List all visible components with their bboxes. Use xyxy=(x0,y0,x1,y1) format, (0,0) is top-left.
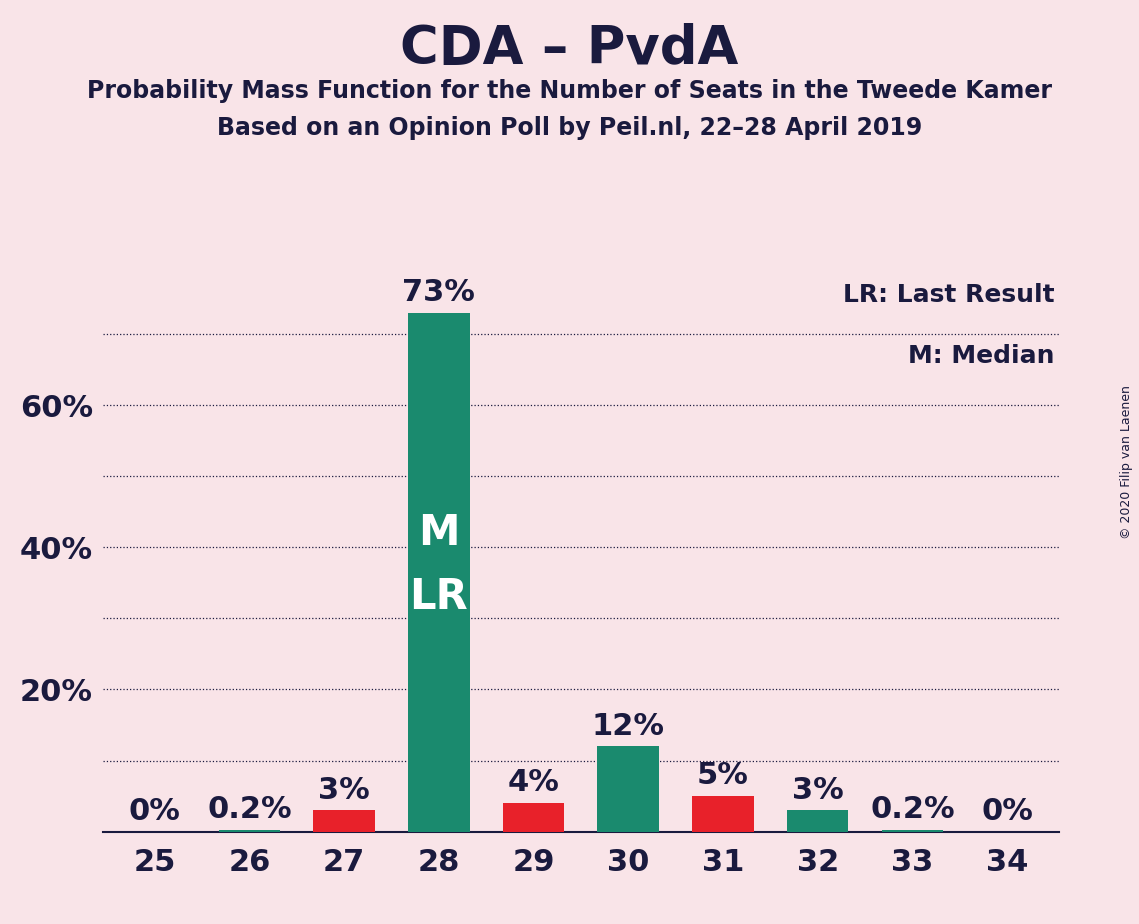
Text: © 2020 Filip van Laenen: © 2020 Filip van Laenen xyxy=(1121,385,1133,539)
Text: M: Median: M: Median xyxy=(908,344,1055,368)
Bar xyxy=(598,747,659,832)
Text: LR: LR xyxy=(409,576,468,618)
Text: 3%: 3% xyxy=(792,775,844,805)
Bar xyxy=(693,796,754,832)
Text: M: M xyxy=(418,512,459,554)
Text: 0.2%: 0.2% xyxy=(207,796,292,824)
Bar xyxy=(219,830,280,832)
Text: CDA – PvdA: CDA – PvdA xyxy=(400,23,739,75)
Text: 0%: 0% xyxy=(129,796,181,826)
Text: Probability Mass Function for the Number of Seats in the Tweede Kamer: Probability Mass Function for the Number… xyxy=(87,79,1052,103)
Text: 0%: 0% xyxy=(981,796,1033,826)
Text: 5%: 5% xyxy=(697,761,749,790)
Text: 3%: 3% xyxy=(318,775,370,805)
Text: 12%: 12% xyxy=(592,711,665,741)
Text: 0.2%: 0.2% xyxy=(870,796,954,824)
Bar xyxy=(882,830,943,832)
Text: 73%: 73% xyxy=(402,278,475,307)
Text: 4%: 4% xyxy=(508,769,559,797)
Bar xyxy=(787,810,849,832)
Bar xyxy=(313,810,375,832)
Bar xyxy=(502,803,564,832)
Bar xyxy=(408,312,469,832)
Text: LR: Last Result: LR: Last Result xyxy=(843,283,1055,307)
Text: Based on an Opinion Poll by Peil.nl, 22–28 April 2019: Based on an Opinion Poll by Peil.nl, 22–… xyxy=(216,116,923,140)
